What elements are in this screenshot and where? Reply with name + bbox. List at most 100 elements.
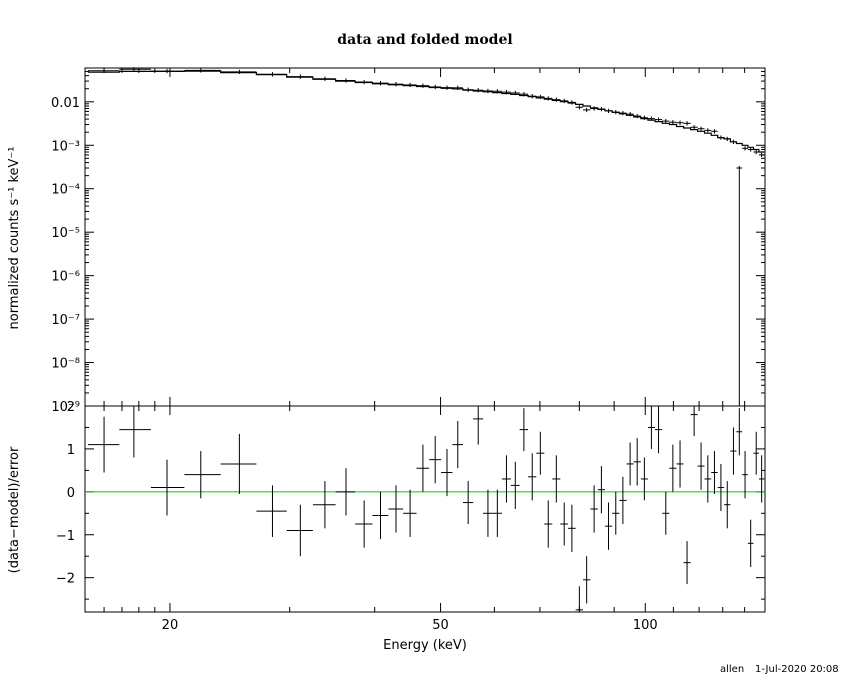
residual-point [473, 406, 484, 445]
residual-point [150, 459, 185, 516]
residual-point [633, 438, 641, 486]
data-point [717, 135, 725, 140]
residual-point [758, 455, 765, 503]
residual-point [184, 451, 221, 499]
data-point [597, 106, 605, 112]
residual-point [654, 406, 663, 454]
top-y-tick-label: 10⁻⁹ [51, 400, 80, 415]
data-point [536, 94, 545, 100]
data-point [510, 90, 520, 96]
residual-point [501, 455, 511, 503]
data-point [736, 165, 743, 406]
residual-point [528, 453, 537, 501]
data-point [220, 69, 257, 75]
top-y-tick-label: 10⁻⁶ [51, 270, 80, 285]
data-point [583, 107, 591, 113]
footer-timestamp: 1-Jul-2020 20:08 [755, 664, 839, 675]
data-point [626, 112, 634, 117]
data-point [730, 139, 737, 145]
data-point [463, 87, 474, 92]
data-point [335, 78, 356, 83]
x-axis-label: Energy (keV) [383, 638, 467, 653]
data-point [150, 68, 185, 74]
model-histogram [87, 70, 765, 153]
residual-point [416, 444, 430, 492]
residual-point [536, 431, 545, 475]
top-y-tick-label: 10⁻³ [51, 139, 80, 154]
data-point [683, 121, 691, 126]
residual-point [552, 455, 561, 503]
data-point [429, 84, 442, 90]
chart-title: data and folded model [337, 32, 512, 48]
data-point [647, 116, 655, 121]
data-point [612, 109, 620, 115]
residual-point [355, 500, 373, 548]
data-point [483, 88, 493, 94]
data-point [654, 117, 663, 122]
data-point [590, 106, 598, 111]
residual-point [544, 500, 553, 548]
residual-point [736, 408, 743, 456]
residual-point [256, 485, 287, 537]
residual-point [568, 504, 576, 552]
data-point [747, 147, 754, 152]
residual-point [463, 481, 474, 525]
data-point [640, 115, 648, 120]
residual-point [429, 436, 442, 484]
residual-point [676, 440, 684, 488]
residual-point [724, 481, 731, 529]
data-point [704, 128, 712, 133]
top-panel: 0.01 10⁻³ 10⁻⁴ 10⁻⁵ 10⁻⁶ 10⁻⁷ 10⁻⁸ 10⁻⁹ [51, 67, 766, 415]
data-point [753, 149, 759, 155]
data-point [519, 92, 529, 97]
residual-point [711, 451, 718, 494]
residual-point [704, 455, 712, 503]
x-tick-label: 20 [162, 618, 179, 633]
residual-point [626, 442, 634, 486]
top-y-tick-label: 0.01 [51, 96, 80, 111]
data-point [669, 120, 677, 125]
data-point [724, 136, 731, 142]
bottom-y-tick-label: 2 [67, 400, 75, 415]
data-point [312, 76, 336, 81]
residual-point [597, 466, 605, 514]
residual-point [510, 461, 520, 509]
residual-point [717, 463, 725, 512]
top-plot-frame [84, 67, 766, 407]
residual-point [560, 502, 569, 546]
data-point [528, 94, 537, 99]
residual-point [640, 457, 648, 501]
residual-point [690, 406, 698, 437]
residual-point [697, 442, 705, 490]
data-point [758, 152, 765, 158]
bottom-plot-frame [84, 405, 766, 613]
residual-point [604, 502, 613, 550]
data-point [619, 110, 627, 116]
residual-point [612, 491, 620, 535]
data-point [441, 85, 453, 90]
residual-point [403, 489, 417, 537]
residual-point [742, 451, 748, 499]
residual-point [583, 556, 591, 604]
top-y-tick-label: 10⁻⁵ [51, 226, 80, 241]
data-point [403, 82, 417, 88]
residual-point [388, 485, 404, 533]
data-point [286, 74, 313, 79]
bottom-y-tick-label: −2 [56, 572, 75, 587]
x-tick-label: 50 [432, 618, 449, 633]
data-point [501, 89, 511, 95]
residual-point [683, 541, 691, 585]
residual-point [647, 406, 655, 449]
data-point [473, 88, 484, 93]
data-point [697, 126, 705, 131]
residual-point [669, 444, 677, 492]
residual-point [452, 421, 464, 469]
top-y-tick-label: 10⁻⁸ [51, 357, 80, 372]
bottom-y-tick-label: 0 [67, 486, 75, 501]
data-point [676, 120, 684, 125]
residual-point [492, 489, 502, 537]
bottom-panel: 20 50 100 2 1 0 −1 −2 [56, 68, 766, 633]
data-point [119, 67, 151, 72]
bottom-y-tick-label: −1 [56, 529, 75, 544]
